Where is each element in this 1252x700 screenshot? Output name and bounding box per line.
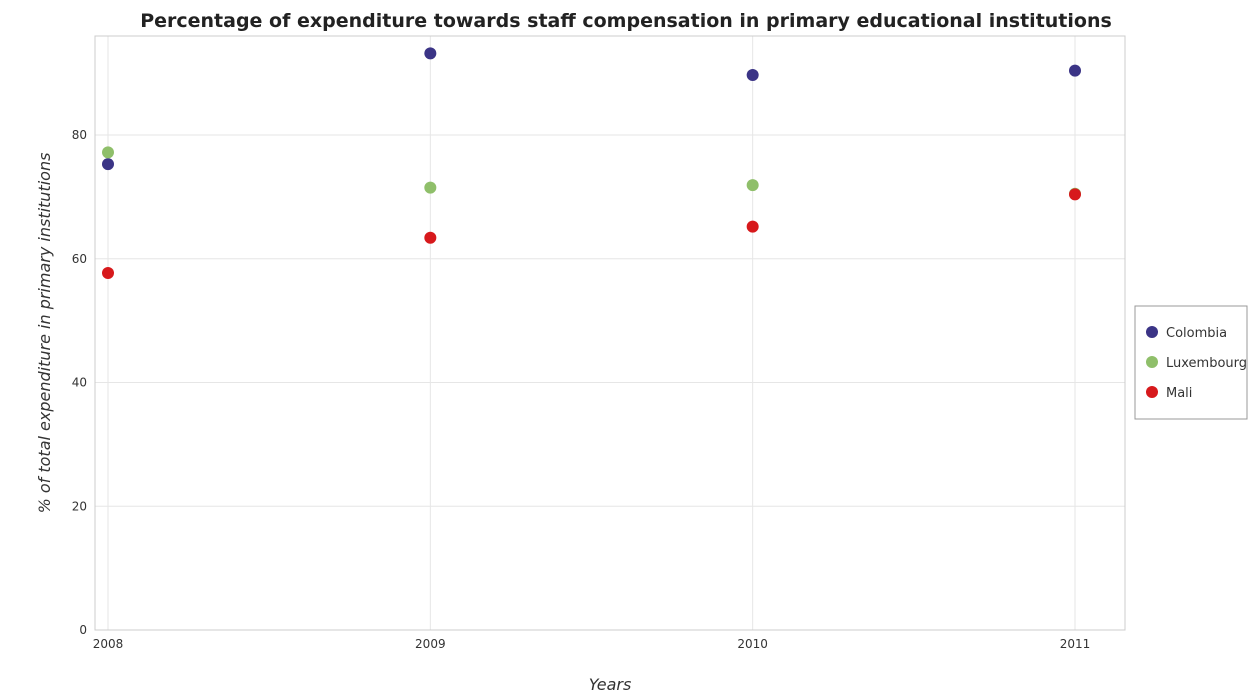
legend-label: Luxembourg: [1166, 356, 1247, 371]
data-point-luxembourg: [746, 179, 759, 192]
y-tick-label: 40: [72, 376, 87, 390]
data-point-mali: [746, 220, 759, 233]
legend-label: Colombia: [1166, 326, 1227, 341]
x-tick-label: 2010: [737, 637, 768, 651]
data-point-luxembourg: [424, 181, 437, 194]
x-axis-label: Years: [589, 675, 632, 694]
data-point-colombia: [746, 68, 759, 81]
y-tick-labels: 0 20 40 60 80: [72, 128, 87, 637]
data-points: [102, 47, 1081, 279]
legend-marker: [1146, 326, 1158, 338]
x-tick-label: 2011: [1060, 637, 1091, 651]
y-axis-label: % of total expenditure in primary instit…: [35, 153, 54, 514]
legend-marker: [1146, 386, 1158, 398]
data-point-mali: [1069, 188, 1081, 201]
y-tick-label: 20: [72, 499, 87, 513]
y-tick-label: 60: [72, 252, 87, 266]
x-tick-label: 2008: [93, 637, 124, 651]
y-tick-label: 80: [72, 128, 87, 142]
data-point-colombia: [1069, 64, 1081, 77]
data-point-luxembourg: [102, 146, 114, 159]
legend-marker: [1146, 356, 1158, 368]
y-tick-label: 0: [79, 623, 87, 637]
legend-label: Mali: [1166, 386, 1192, 401]
data-point-colombia: [424, 47, 437, 60]
legend: Colombia Luxembourg Mali: [1134, 305, 1248, 420]
x-tick-labels: 2008 2009 2010 2011: [93, 637, 1091, 651]
grid: [95, 36, 1125, 631]
chart-title: Percentage of expenditure towards staff …: [140, 10, 1112, 32]
data-point-mali: [102, 266, 114, 279]
plot-area: [94, 35, 1126, 631]
data-point-colombia: [102, 158, 114, 171]
legend-items: Colombia Luxembourg Mali: [1146, 326, 1247, 401]
x-tick-label: 2009: [415, 637, 446, 651]
data-point-mali: [424, 231, 437, 244]
